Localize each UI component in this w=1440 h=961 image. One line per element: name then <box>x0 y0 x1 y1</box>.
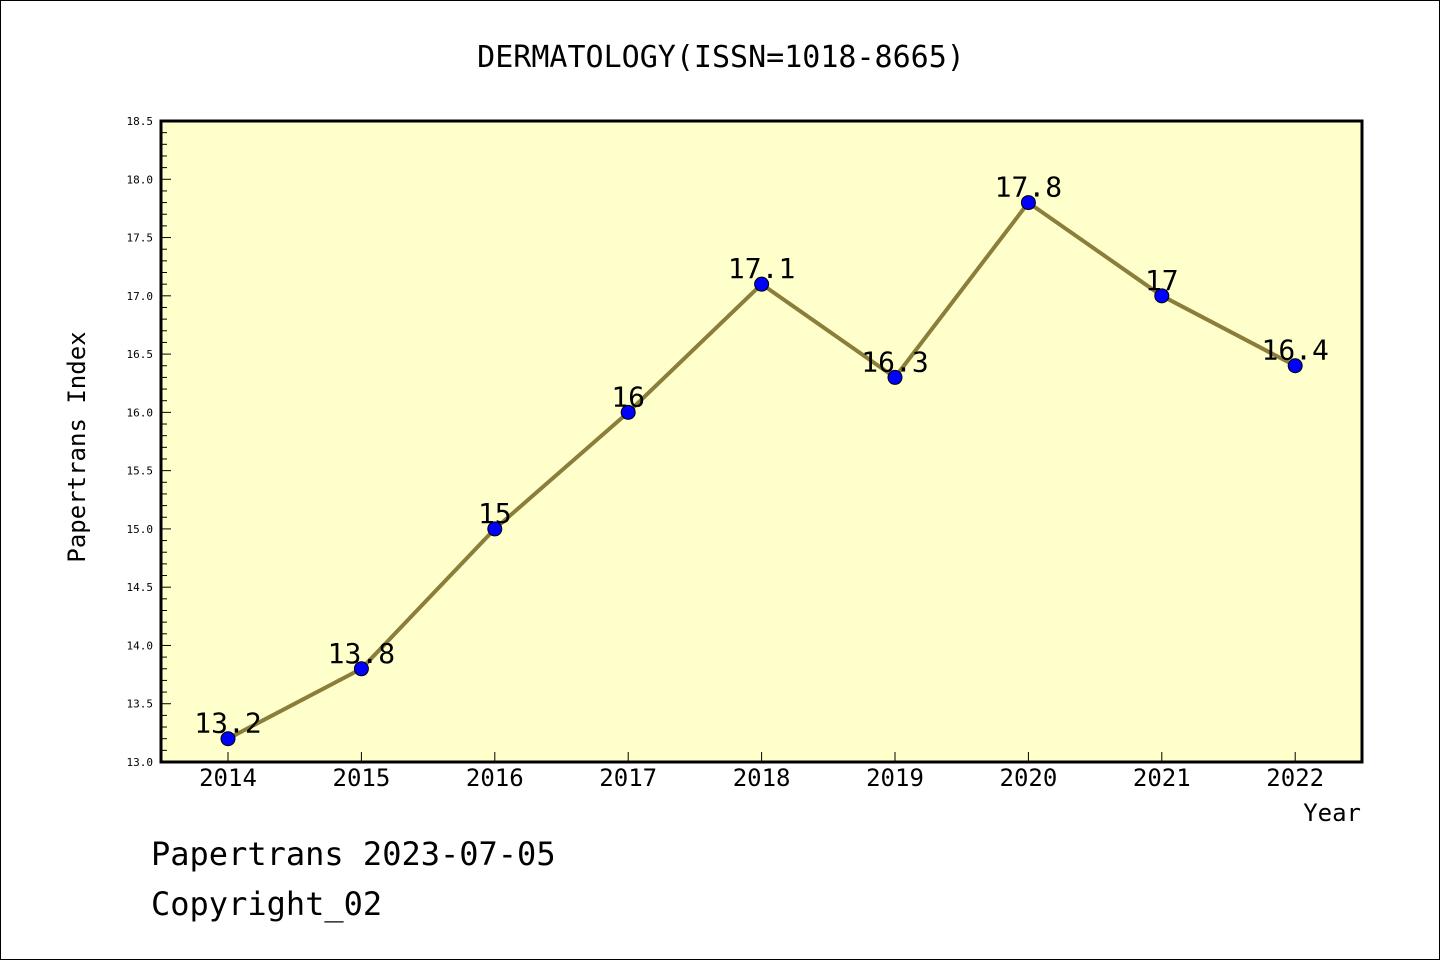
y-tick-label: 18.0 <box>127 173 154 186</box>
y-tick-label: 16.0 <box>127 406 154 419</box>
y-axis-label: Papertrans Index <box>63 331 91 562</box>
data-label: 16 <box>611 380 645 413</box>
data-point <box>1154 288 1170 304</box>
data-point <box>487 521 503 537</box>
footer-copyright: Copyright_02 <box>151 885 382 923</box>
data-labels-group: 13.2 13.8 15 16 17.1 16.3 17.8 17 16.4 <box>194 171 1329 740</box>
data-label: 13.2 <box>194 707 261 740</box>
x-tick-label: 2019 <box>866 764 924 792</box>
y-tick-label: 17.5 <box>127 232 154 245</box>
data-label: 17 <box>1145 264 1179 297</box>
x-axis: 2014 2015 2016 2017 2018 2019 2020 2021 2022 <box>199 752 1324 792</box>
data-label: 17.1 <box>728 252 795 285</box>
x-tick-label: 2022 <box>1266 764 1324 792</box>
y-tick-label: 15.5 <box>127 465 154 478</box>
data-point <box>220 731 236 747</box>
data-point <box>1020 195 1036 211</box>
data-point <box>887 369 903 385</box>
chart-title: DERMATOLOGY(ISSN=1018-8665) <box>477 40 965 75</box>
data-label: 17.8 <box>995 171 1062 204</box>
y-tick-label: 14.5 <box>127 581 154 594</box>
data-point <box>620 404 636 420</box>
y-tick-label: 13.0 <box>127 756 154 769</box>
x-tick-label: 2016 <box>466 764 524 792</box>
data-point <box>1287 358 1303 374</box>
data-point <box>754 276 770 292</box>
plot-area <box>159 119 1364 764</box>
x-tick-label: 2014 <box>199 764 257 792</box>
x-tick-label: 2017 <box>599 764 657 792</box>
y-tick-label: 14.0 <box>127 639 154 652</box>
data-label: 16.4 <box>1261 334 1328 367</box>
y-tick-label: 16.5 <box>127 348 154 361</box>
data-point <box>353 661 369 677</box>
data-label: 15 <box>478 497 512 530</box>
y-tick-label: 13.5 <box>127 698 154 711</box>
x-tick-label: 2015 <box>333 764 391 792</box>
data-label: 16.3 <box>861 345 928 378</box>
y-axis: 13.0 13.5 14.0 14.5 15.0 15.5 16.0 16.5 17.0 17.5… <box>127 115 171 769</box>
data-label: 13.8 <box>328 637 395 670</box>
y-tick-label: 18.5 <box>127 115 154 128</box>
x-tick-label: 2020 <box>1000 764 1058 792</box>
x-tick-label: 2021 <box>1133 764 1191 792</box>
y-tick-label: 17.0 <box>127 290 154 303</box>
x-axis-label: Year <box>1303 799 1361 827</box>
x-tick-label: 2018 <box>733 764 791 792</box>
footer-date: Papertrans 2023-07-05 <box>151 835 556 873</box>
series-line-group <box>220 195 1303 747</box>
y-tick-label: 15.0 <box>127 523 154 536</box>
